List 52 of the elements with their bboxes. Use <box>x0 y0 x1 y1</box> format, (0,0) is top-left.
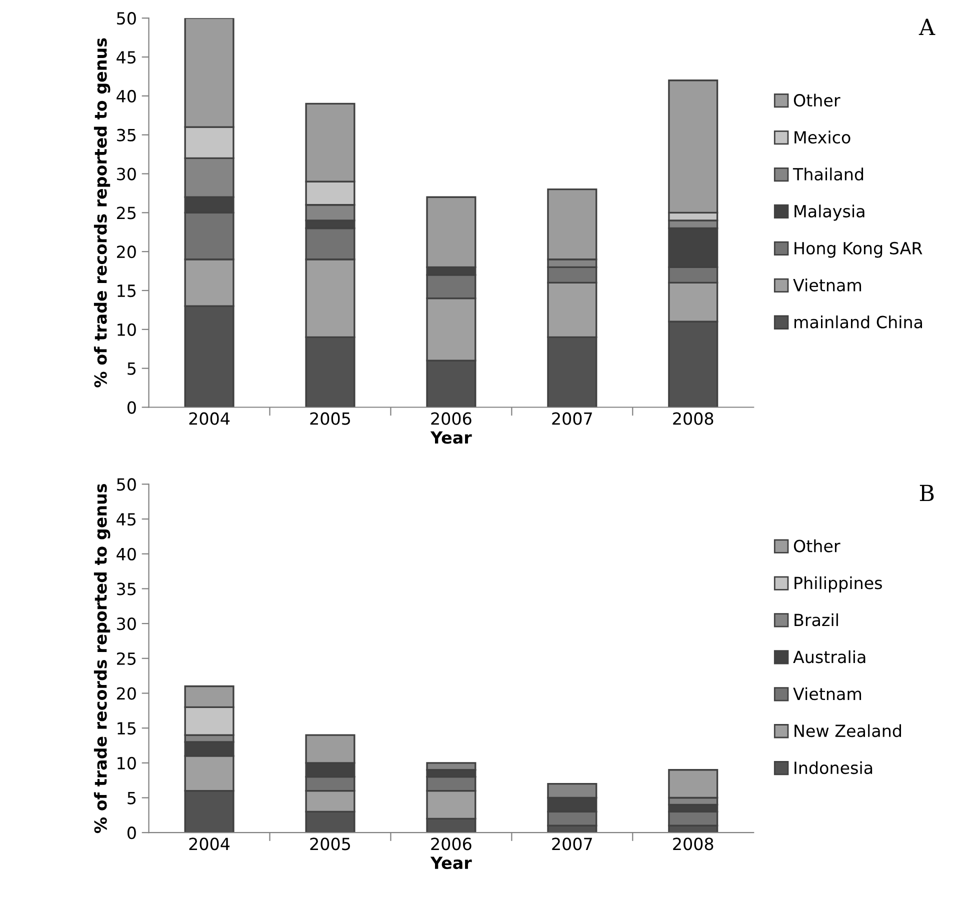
legend-label: New Zealand <box>794 724 901 738</box>
y-tick-label: 20 <box>117 687 136 700</box>
legend-label: Mexico <box>794 130 850 144</box>
y-axis-title: % of trade records reported to genus <box>94 38 110 388</box>
y-tick-label: 25 <box>117 652 136 665</box>
y-tick-label: 25 <box>117 206 136 220</box>
y-tick-label: 10 <box>118 756 136 770</box>
x-tick-label: 2005 <box>310 838 350 850</box>
legend-label: Other <box>794 539 840 552</box>
legend-label: Australia <box>793 650 866 664</box>
y-tick-label: 35 <box>117 582 136 596</box>
legend-label: Brazil <box>794 613 838 626</box>
x-tick-label: 2007 <box>552 412 592 425</box>
x-tick-label: 2007 <box>552 838 592 850</box>
y-tick-label: 15 <box>118 722 136 735</box>
legend-label: Vietnam <box>793 687 862 700</box>
legend-label: Philippines <box>794 576 882 593</box>
text: A <box>918 18 936 35</box>
x-axis-title: Year <box>430 431 472 444</box>
x-tick-label: 2006 <box>431 838 472 850</box>
y-axis-title: % of trade records reported to genus <box>94 484 110 834</box>
y-tick-label: 45 <box>116 513 136 526</box>
y-tick-label: 35 <box>117 128 136 142</box>
legend-label: Indonesia <box>794 761 872 774</box>
y-tick-label: 45 <box>116 51 136 64</box>
legend-label: Thailand <box>792 168 864 181</box>
y-tick-label: 0 <box>127 826 136 840</box>
x-tick-label: 2008 <box>673 838 714 850</box>
y-tick-label: 40 <box>116 90 136 102</box>
legend-label: Hong Kong SAR <box>794 242 922 258</box>
x-tick-label: 2008 <box>673 412 714 425</box>
y-tick-label: 30 <box>117 618 136 630</box>
x-tick-label: 2005 <box>310 412 350 425</box>
text: B <box>920 484 934 502</box>
x-tick-label: 2006 <box>431 412 472 425</box>
y-tick-label: 30 <box>117 168 136 180</box>
x-tick-label: 2004 <box>189 412 230 425</box>
legend-label: Vietnam <box>793 278 862 292</box>
x-tick-label: 2004 <box>189 838 230 850</box>
y-tick-label: 20 <box>117 246 136 258</box>
x-axis-title: Year <box>430 856 472 870</box>
y-tick-label: 0 <box>127 401 136 414</box>
y-tick-label: 50 <box>117 12 136 25</box>
y-tick-label: 10 <box>118 323 136 336</box>
y-tick-label: 50 <box>117 478 136 491</box>
legend-label: Other <box>794 94 840 107</box>
y-tick-label: 5 <box>128 362 136 375</box>
y-tick-label: 5 <box>128 792 136 804</box>
y-tick-label: 15 <box>118 284 136 298</box>
y-tick-label: 40 <box>116 548 136 560</box>
legend-label: Malaysia <box>794 204 864 221</box>
legend-label: mainland China <box>794 316 922 328</box>
